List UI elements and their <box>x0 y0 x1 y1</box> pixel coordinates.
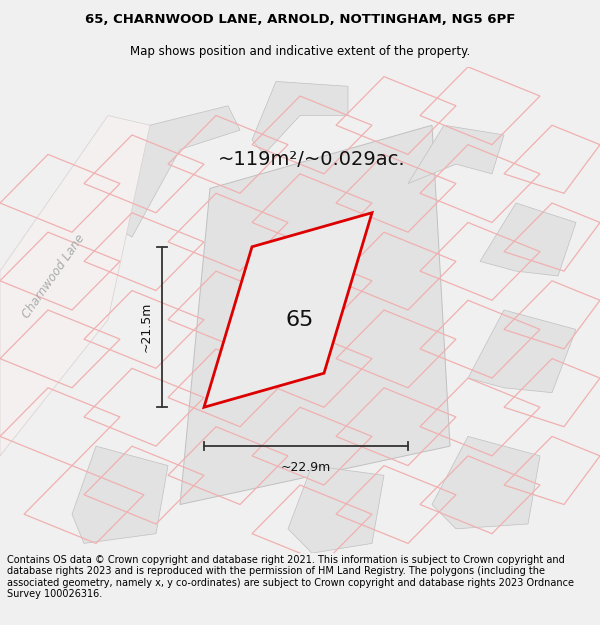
Polygon shape <box>72 446 168 543</box>
Polygon shape <box>468 310 576 392</box>
Text: Contains OS data © Crown copyright and database right 2021. This information is : Contains OS data © Crown copyright and d… <box>7 554 574 599</box>
Polygon shape <box>180 125 450 504</box>
Text: ~22.9m: ~22.9m <box>281 461 331 474</box>
Polygon shape <box>204 213 372 408</box>
Text: ~21.5m: ~21.5m <box>140 302 153 352</box>
Text: 65: 65 <box>286 310 314 330</box>
Polygon shape <box>0 116 150 456</box>
Polygon shape <box>432 436 540 529</box>
Text: Map shows position and indicative extent of the property.: Map shows position and indicative extent… <box>130 46 470 59</box>
Polygon shape <box>480 203 576 276</box>
Polygon shape <box>408 125 504 184</box>
Polygon shape <box>108 106 240 237</box>
Text: 65, CHARNWOOD LANE, ARNOLD, NOTTINGHAM, NG5 6PF: 65, CHARNWOOD LANE, ARNOLD, NOTTINGHAM, … <box>85 13 515 26</box>
Text: Charnwood Lane: Charnwood Lane <box>20 232 88 321</box>
Polygon shape <box>252 81 348 154</box>
Polygon shape <box>288 466 384 553</box>
Text: ~119m²/~0.029ac.: ~119m²/~0.029ac. <box>218 150 406 169</box>
